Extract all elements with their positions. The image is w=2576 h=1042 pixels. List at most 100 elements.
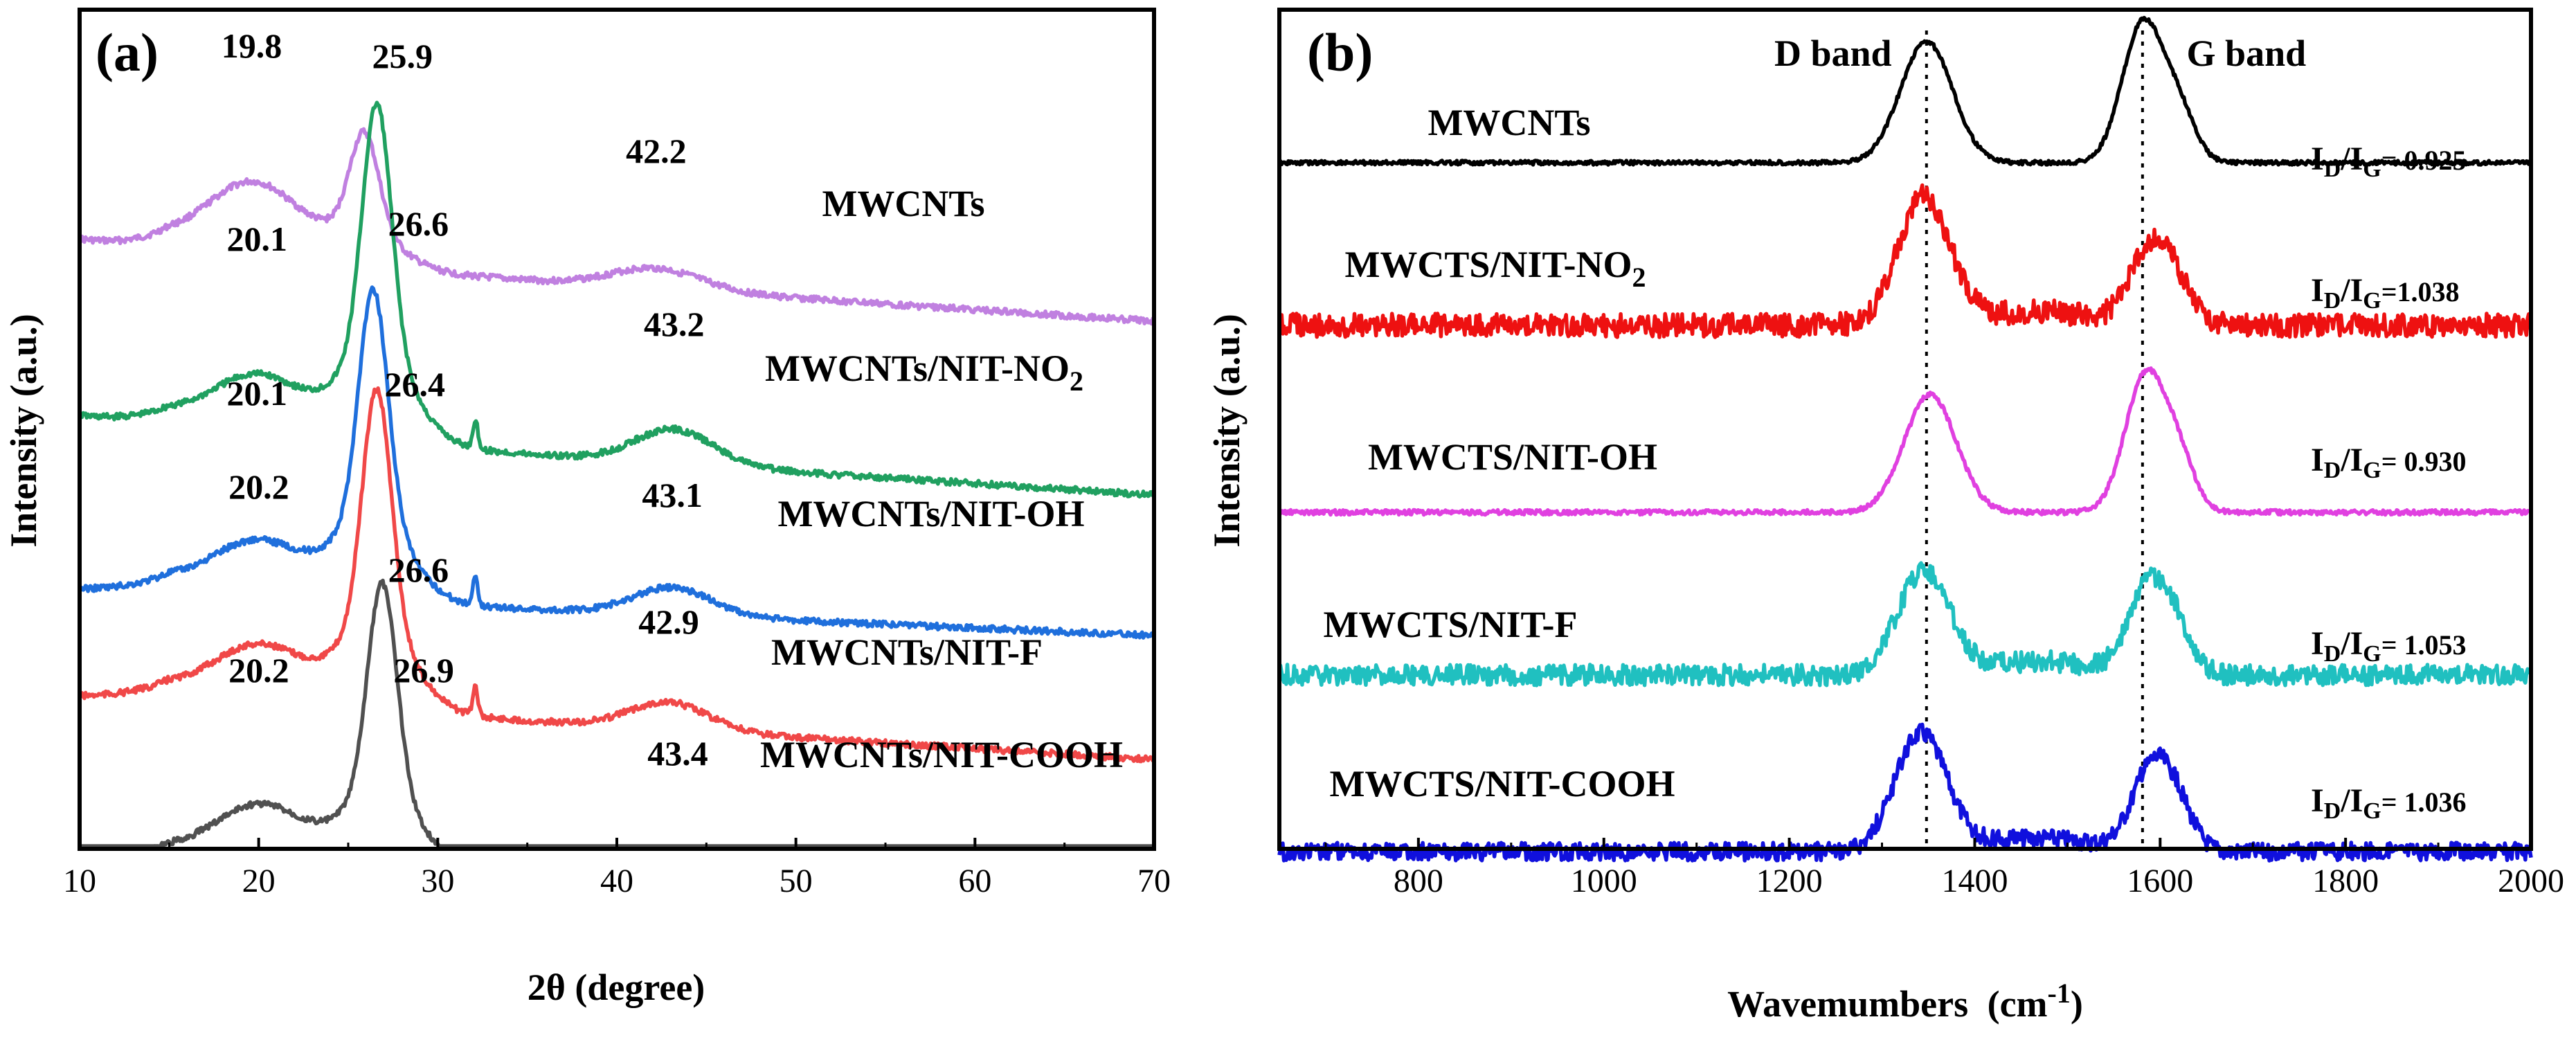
a-series-line-3	[78, 386, 1156, 764]
b-ratio-part: /	[2340, 442, 2350, 478]
a-x-tick-label: 20	[242, 863, 276, 899]
a-series-line-2	[78, 285, 1155, 640]
a-x-tick-label: 10	[63, 863, 96, 899]
panel-a-peak-labels: 19.8 25.9 42.2 20.1 26.6 43.2 20.1 26.4 43.1 20.2…	[222, 26, 708, 773]
b-ratio-part: /	[2340, 625, 2350, 662]
b-ratio-part: D	[2324, 798, 2341, 824]
b-series-label-text: MWCNTs	[1427, 102, 1590, 143]
a-peak-label: 43.1	[642, 476, 703, 514]
a-series-label-text: MWCNTs/NIT-COOH	[760, 734, 1123, 775]
b-series-label-text: MWCTS/NIT-COOH	[1329, 763, 1675, 805]
a-series-label-text: MWCNTs/NIT-OH	[777, 493, 1084, 535]
a-peak-label: 42.9	[638, 602, 699, 641]
a-x-tick-label: 50	[780, 863, 813, 899]
a-peak-label: 19.8	[222, 26, 282, 65]
a-peak-label: 20.1	[227, 374, 288, 413]
a-peak-label: 42.2	[626, 132, 687, 170]
b-series-line-0	[1278, 15, 2533, 167]
b-series-label: MWCTS/NIT-COOH	[1329, 763, 1675, 805]
b-series-label-subscript: 2	[1632, 262, 1646, 293]
panel-b: 800 1000 1200 1400 1600 1800 2000 D band G band…	[1206, 8, 2564, 1025]
b-series-label: MWCNTs	[1427, 102, 1590, 143]
b-x-tick-label: 1600	[2127, 863, 2193, 899]
panel-b-band-labels: D band G band	[1774, 33, 2306, 74]
panel-a-label: (a)	[96, 22, 159, 82]
a-peak-label: 26.9	[393, 651, 454, 690]
panel-a-frame	[78, 8, 1156, 851]
a-peak-label: 20.1	[227, 219, 288, 258]
a-series-label: MWCNTs	[822, 183, 984, 224]
a-series-label: MWCNTs/NIT-F	[771, 631, 1043, 673]
b-ratio-part: I	[2350, 141, 2363, 177]
b-series-label: MWCTS/NIT-F	[1323, 604, 1577, 645]
b-series-line-2	[1277, 366, 2532, 517]
b-ratio-part: I	[2350, 272, 2363, 309]
b-series-line-4	[1277, 722, 2533, 863]
b-ratio-part: I	[2350, 625, 2363, 662]
a-peak-label: 25.9	[372, 37, 433, 75]
panel-b-x-axis-unit-sup: -1	[2048, 978, 2071, 1009]
panel-a: 10 20 30 40 50 60 70 19.8 25.9 42.2 20.1 26.6 43.2 2…	[3, 8, 1171, 1008]
panel-a-series-labels: MWCNTs MWCNTs/NIT-NO2 MWCNTs/NIT-OH MWCNTs/…	[760, 183, 1123, 775]
b-band-label: D band	[1774, 33, 1892, 74]
panel-b-frame	[1277, 8, 2533, 851]
a-series-label-text: MWCNTs/NIT-NO	[765, 348, 1070, 389]
b-ratio-label: ID/IG= 0.930	[2311, 442, 2467, 483]
a-series-label-subscript: 2	[1070, 366, 1083, 397]
b-ratio-label: ID/IG= 0.925	[2311, 141, 2467, 182]
b-ratio-part: =1.038	[2381, 276, 2460, 307]
a-peak-label: 20.2	[228, 467, 289, 506]
panel-b-x-axis-title-main: Wavemumbers	[1727, 983, 1968, 1025]
a-series-label-text: MWCNTs	[822, 183, 984, 224]
a-x-tick-label: 60	[958, 863, 991, 899]
panel-b-band-lines	[1925, 30, 2144, 849]
panel-b-series-labels: MWCNTs MWCTS/NIT-NO2 MWCTS/NIT-OH MWCTS/NIT…	[1323, 102, 1675, 805]
panel-b-label: (b)	[1307, 22, 1373, 82]
b-series-label: MWCTS/NIT-OH	[1368, 436, 1657, 478]
a-x-tick-label: 70	[1137, 863, 1171, 899]
b-ratio-label: ID/IG=1.038	[2311, 272, 2460, 314]
b-ratio-part: = 0.925	[2381, 145, 2467, 176]
b-ratio-part: G	[2363, 156, 2381, 182]
b-ratio-part: D	[2324, 641, 2341, 667]
b-x-tick-label: 1800	[2312, 863, 2379, 899]
panel-b-x-axis-unit: (cm	[1988, 983, 2048, 1025]
b-series-label-text: MWCTS/NIT-OH	[1368, 436, 1657, 478]
b-ratio-part: I	[2311, 625, 2324, 662]
b-ratio-part: D	[2324, 288, 2341, 314]
b-ratio-part: I	[2311, 272, 2324, 309]
b-x-tick-label: 1000	[1571, 863, 1637, 899]
a-series-label: MWCNTs/NIT-NO2	[765, 348, 1083, 397]
b-series-line-3	[1277, 561, 2533, 688]
b-band-label: G band	[2187, 33, 2307, 74]
b-ratio-part: G	[2363, 458, 2381, 483]
b-ratio-part: /	[2340, 141, 2350, 177]
b-ratio-part: I	[2311, 141, 2324, 177]
a-series-label: MWCNTs/NIT-COOH	[760, 734, 1123, 775]
a-x-tick-label: 30	[421, 863, 454, 899]
a-x-tick-label: 40	[600, 863, 633, 899]
b-ratio-part: G	[2363, 641, 2381, 667]
a-series-line-1	[78, 100, 1155, 499]
b-x-tick-label: 1400	[1941, 863, 2008, 899]
a-peak-label: 26.6	[388, 550, 449, 589]
panel-b-x-ticks: 800 1000 1200 1400 1600 1800 2000	[1324, 838, 2564, 899]
b-ratio-label: ID/IG= 1.036	[2311, 782, 2467, 824]
b-x-tick-label: 800	[1394, 863, 1443, 899]
b-ratio-part: = 1.053	[2381, 629, 2467, 661]
b-ratio-part: I	[2350, 782, 2363, 819]
b-ratio-part: G	[2363, 288, 2381, 314]
b-x-tick-label: 2000	[2498, 863, 2564, 899]
b-ratio-part: = 1.036	[2381, 787, 2467, 818]
a-series-label: MWCNTs/NIT-OH	[777, 493, 1084, 535]
panel-b-x-axis-unit-end: )	[2071, 983, 2083, 1025]
b-ratio-part: /	[2340, 272, 2350, 309]
b-ratio-part: = 0.930	[2381, 446, 2467, 477]
b-ratio-part: D	[2324, 458, 2341, 483]
a-peak-label: 43.4	[647, 734, 708, 773]
b-ratio-part: D	[2324, 156, 2341, 182]
a-peak-label: 26.4	[384, 365, 445, 404]
a-peak-label: 20.2	[228, 651, 289, 690]
